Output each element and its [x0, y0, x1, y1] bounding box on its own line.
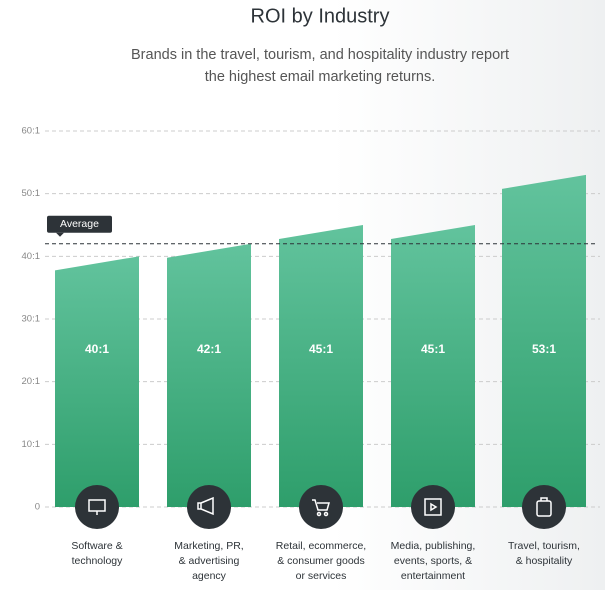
average-label: Average — [60, 218, 99, 230]
x-tick-label: Travel, tourism, & hospitality — [508, 540, 580, 567]
luggage — [536, 500, 552, 517]
icon — [187, 485, 231, 529]
cart — [312, 499, 330, 511]
bar — [167, 243, 251, 508]
y-tick-label: 30:1 — [22, 314, 41, 325]
x-tick-label: Media, publishing, events, sports, & ent… — [390, 540, 476, 582]
average-badge — [56, 232, 64, 237]
y-tick-label: 20:1 — [22, 376, 41, 387]
y-tick-label: 50:1 — [22, 188, 41, 199]
cart — [323, 511, 329, 517]
value-label: 53:1 — [532, 342, 556, 356]
megaphone — [197, 496, 214, 516]
x-tick-label: Marketing, PR, & advertising agency — [174, 540, 244, 582]
icon — [299, 485, 343, 529]
bar — [55, 256, 139, 507]
value-label: 45:1 — [421, 342, 445, 356]
icon — [75, 485, 119, 529]
bar — [279, 225, 363, 507]
y-tick-label: 10:1 — [22, 439, 41, 450]
chart-title: ROI by Industry — [251, 5, 390, 27]
film — [430, 502, 438, 512]
icon-glyphs — [88, 496, 552, 517]
cart — [316, 511, 322, 517]
y-tick-label: 40:1 — [22, 251, 41, 262]
icons — [75, 485, 566, 529]
bar — [391, 225, 475, 507]
x-tick-label: Software & technology — [71, 540, 123, 567]
value-label: 42:1 — [197, 342, 221, 356]
film — [424, 498, 442, 516]
icon — [522, 485, 566, 529]
value-label: 40:1 — [85, 342, 109, 356]
y-tick-label: 0 — [35, 502, 40, 513]
x-tick-label: Retail, ecommerce, & consumer goods or s… — [275, 540, 367, 582]
subtitle: Brands in the travel, tourism, and hospi… — [131, 47, 509, 63]
subtitle: the highest email marketing returns. — [205, 69, 436, 85]
icon — [411, 485, 455, 529]
y-tick-label: 60:1 — [22, 126, 41, 137]
average-badge — [47, 215, 112, 233]
value-label: 45:1 — [309, 342, 333, 356]
bar — [502, 174, 586, 507]
luggage — [540, 497, 548, 501]
